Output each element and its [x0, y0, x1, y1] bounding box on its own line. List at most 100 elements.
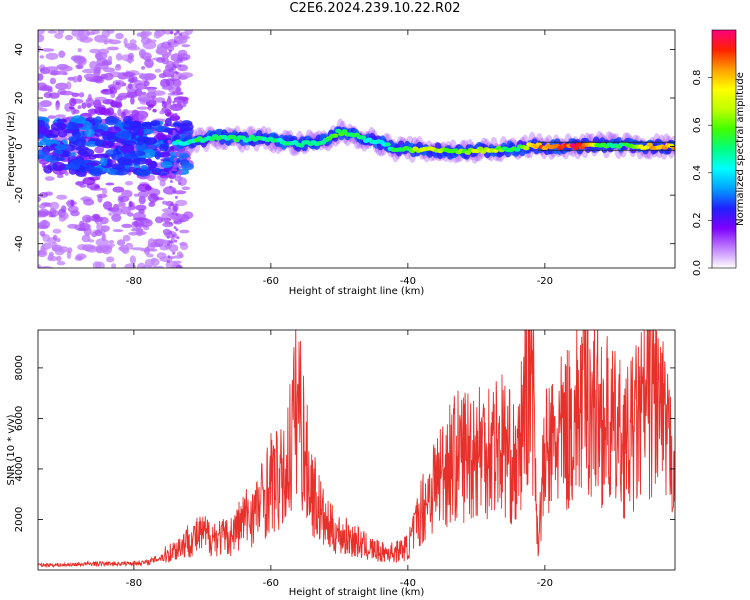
- heatmap-cell: [173, 121, 182, 128]
- heatmap-cell: [111, 263, 117, 268]
- heatmap-cell: [131, 109, 140, 117]
- ridge-core: [523, 146, 530, 151]
- heatmap-cell: [155, 265, 164, 268]
- heatmap-cell: [168, 141, 172, 145]
- heatmap-cell: [169, 231, 173, 235]
- heatmap-cell: [159, 110, 165, 115]
- heatmap-cell: [126, 94, 135, 98]
- heatmap-cell: [51, 241, 58, 251]
- heatmap-cell: [155, 132, 166, 140]
- heatmap-cell: [153, 30, 162, 39]
- colorbar-tick-label: 0.0: [692, 260, 703, 276]
- heatmap-cell: [89, 48, 101, 54]
- heatmap-cell: [176, 236, 180, 240]
- heatmap-cell: [82, 177, 96, 186]
- heatmap-cell: [147, 88, 157, 93]
- heatmap-cell: [89, 187, 104, 191]
- heatmap-cell: [41, 242, 53, 250]
- heatmap-cell: [181, 162, 194, 171]
- heatmap-cell: [51, 209, 59, 217]
- x-tick-label: -60: [263, 578, 279, 589]
- y-tick-label: 4000: [14, 456, 25, 481]
- heatmap-cell: [56, 118, 68, 123]
- heatmap-cell: [129, 150, 146, 157]
- heatmap-cell: [44, 176, 55, 182]
- ridge-core: [332, 133, 339, 138]
- ridge-core: [572, 145, 579, 150]
- heatmap-cell: [77, 257, 83, 261]
- heatmap-cell: [178, 182, 182, 185]
- heatmap-cell: [52, 161, 66, 172]
- heatmap-cell: [180, 122, 194, 132]
- heatmap-cell: [55, 82, 69, 91]
- heatmap-cell: [143, 137, 158, 145]
- heatmap-cell: [128, 74, 135, 84]
- heatmap-cell: [103, 201, 113, 210]
- heatmap-cell: [168, 170, 172, 174]
- heatmap-cell: [174, 97, 177, 101]
- heatmap-cell: [173, 168, 177, 172]
- heatmap-cell: [169, 221, 173, 225]
- heatmap-cell: [77, 74, 83, 83]
- heatmap-cell: [139, 72, 145, 80]
- heatmap-cell: [71, 159, 86, 166]
- heatmap-cell: [48, 92, 60, 99]
- heatmap-cell: [175, 71, 179, 75]
- heatmap-cell: [174, 165, 178, 168]
- heatmap-cell: [135, 168, 151, 177]
- heatmap-cell: [110, 102, 122, 108]
- heatmap-cell: [156, 50, 163, 54]
- heatmap-cell: [101, 30, 110, 38]
- heatmap-cell: [116, 95, 127, 101]
- heatmap-cell: [52, 234, 58, 241]
- y-axis-title: SNR (10 * v/v): [6, 414, 17, 485]
- heatmap-cell: [145, 62, 153, 69]
- heatmap-cell: [128, 200, 133, 208]
- heatmap-cell: [170, 123, 174, 127]
- heatmap-cell: [76, 120, 92, 131]
- x-tick-label: -20: [537, 276, 553, 287]
- heatmap-cell: [107, 39, 121, 45]
- heatmap-cell: [148, 202, 156, 207]
- heatmap-cell: [96, 223, 103, 231]
- heatmap-cell: [73, 109, 80, 114]
- heatmap-cell: [183, 211, 194, 219]
- heatmap-cell: [151, 95, 156, 100]
- heatmap-cell: [150, 193, 157, 199]
- heatmap-cell: [172, 132, 176, 136]
- heatmap-cell: [111, 207, 123, 216]
- heatmap-cell: [142, 148, 157, 159]
- colorbar-tick-label: 0.2: [692, 212, 703, 228]
- heatmap-cell: [135, 227, 144, 237]
- heatmap-cell: [139, 218, 153, 228]
- heatmap-cell: [179, 120, 183, 123]
- heatmap-cell: [179, 169, 183, 173]
- heatmap-cell: [172, 91, 176, 95]
- heatmap-cell: [120, 111, 126, 119]
- heatmap-cell: [55, 156, 65, 162]
- heatmap-cell: [121, 223, 133, 228]
- heatmap-cell: [106, 243, 116, 247]
- heatmap-cell: [168, 206, 171, 210]
- heatmap-cell: [87, 93, 92, 102]
- heatmap-cell: [39, 55, 44, 59]
- heatmap-cell: [97, 195, 103, 203]
- heatmap-cell: [76, 64, 83, 69]
- heatmap-cell: [54, 248, 65, 256]
- heatmap-cell: [105, 99, 110, 105]
- heatmap-cell: [178, 104, 182, 107]
- heatmap-cell: [56, 194, 68, 200]
- heatmap-cell: [158, 73, 167, 79]
- heatmap-cell: [177, 101, 181, 105]
- colorbar-tick-label: 0.4: [692, 165, 703, 181]
- heatmap-cell: [174, 157, 178, 161]
- heatmap-cell: [55, 104, 60, 111]
- heatmap-cell: [77, 48, 82, 53]
- heatmap-cell: [112, 229, 124, 233]
- heatmap-cell: [160, 217, 172, 222]
- heatmap-cell: [62, 151, 72, 157]
- colorbar-tick-label: 0.6: [692, 117, 703, 133]
- heatmap-cell: [38, 141, 43, 147]
- heatmap-cell: [167, 255, 171, 259]
- heatmap-cell: [115, 130, 131, 140]
